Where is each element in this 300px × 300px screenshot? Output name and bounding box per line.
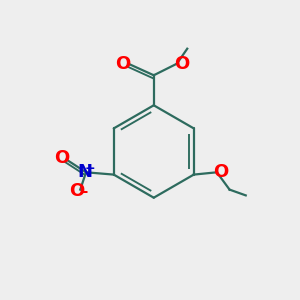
Text: O: O (174, 55, 190, 73)
Text: O: O (69, 182, 84, 200)
Text: O: O (213, 163, 229, 181)
Text: -: - (81, 184, 88, 200)
Text: O: O (115, 55, 130, 73)
Text: +: + (85, 162, 95, 175)
Text: N: N (77, 163, 92, 181)
Text: O: O (54, 149, 69, 167)
